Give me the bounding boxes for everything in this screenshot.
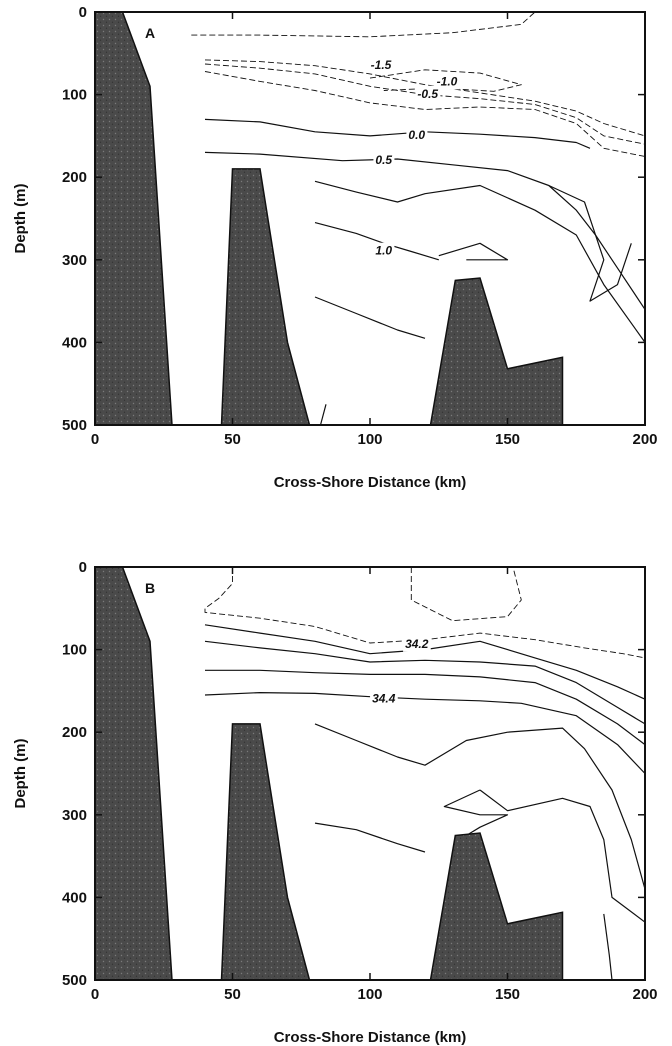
panel-label: A bbox=[145, 25, 155, 41]
contour-line bbox=[603, 913, 613, 981]
contour-line bbox=[410, 566, 522, 622]
y-tick-label: 400 bbox=[62, 334, 87, 351]
contour-label-background bbox=[434, 73, 460, 90]
contour-line bbox=[204, 63, 646, 145]
x-tick-label: 150 bbox=[495, 986, 520, 1003]
panel-label: B bbox=[145, 580, 155, 596]
contour-line bbox=[204, 71, 646, 157]
x-tick-label: 200 bbox=[632, 431, 657, 448]
contour-label-background bbox=[373, 151, 395, 168]
contour-line bbox=[204, 151, 646, 310]
contour-line bbox=[314, 180, 646, 343]
contour-line bbox=[191, 11, 536, 38]
contour-label: -0.5 bbox=[417, 87, 438, 101]
y-tick-label: 200 bbox=[62, 724, 87, 741]
x-tick-label: 200 bbox=[632, 986, 657, 1003]
x-tick-label: 0 bbox=[91, 986, 99, 1003]
chart-panel-a: -1.5 -1.0-0.5 0.0 0.5 1.0 0 50 100 150 200 0 100 200… bbox=[12, 4, 658, 491]
y-tick-label: 0 bbox=[79, 4, 87, 21]
y-tick-label: 100 bbox=[62, 642, 87, 659]
contour-label-background bbox=[406, 127, 428, 144]
contour-label-background bbox=[403, 635, 431, 652]
x-axis-label: Cross-Shore Distance (km) bbox=[274, 474, 467, 491]
x-tick-label: 0 bbox=[91, 431, 99, 448]
x-tick-label: 50 bbox=[224, 986, 241, 1003]
contour-label: -1.5 bbox=[371, 58, 392, 72]
bathymetry-ridge bbox=[94, 566, 173, 981]
x-axis-label: Cross-Shore Distance (km) bbox=[274, 1029, 467, 1046]
contour-line bbox=[204, 118, 591, 149]
contour-label: 34.4 bbox=[372, 691, 396, 705]
y-axis-label: Depth (m) bbox=[12, 184, 29, 254]
y-tick-label: 200 bbox=[62, 169, 87, 186]
contour-line bbox=[205, 669, 646, 746]
contour-label-background bbox=[370, 690, 398, 707]
contour-line bbox=[319, 404, 327, 426]
x-tick-label: 100 bbox=[357, 431, 382, 448]
contour-label: -1.0 bbox=[437, 74, 458, 88]
y-tick-label: 500 bbox=[62, 972, 87, 989]
y-tick-label: 0 bbox=[79, 559, 87, 576]
x-tick-label: 150 bbox=[495, 431, 520, 448]
contour-label-background bbox=[415, 85, 441, 102]
contour-line bbox=[548, 184, 632, 302]
contour-label: 0.5 bbox=[375, 153, 392, 167]
contour-line bbox=[204, 567, 646, 659]
contour-label: 34.2 bbox=[405, 637, 429, 651]
y-tick-label: 300 bbox=[62, 252, 87, 269]
bathymetry-ridge bbox=[220, 168, 311, 426]
y-tick-label: 500 bbox=[62, 417, 87, 434]
contour-line bbox=[314, 296, 426, 339]
contour-line bbox=[443, 789, 509, 837]
y-tick-label: 400 bbox=[62, 889, 87, 906]
y-tick-label: 100 bbox=[62, 87, 87, 104]
bathymetry-ridge bbox=[429, 832, 564, 981]
bathymetry-ridge bbox=[94, 11, 173, 426]
contour-line bbox=[314, 723, 646, 890]
y-axis-label: Depth (m) bbox=[12, 739, 29, 809]
contour-label-background bbox=[368, 56, 394, 73]
contour-line bbox=[314, 822, 426, 853]
contour-line bbox=[204, 640, 646, 725]
contour-line bbox=[479, 789, 646, 923]
contour-line bbox=[204, 624, 646, 700]
x-tick-label: 100 bbox=[357, 986, 382, 1003]
contour-label-background bbox=[373, 242, 395, 259]
contour-line bbox=[204, 59, 646, 137]
x-tick-label: 50 bbox=[224, 431, 241, 448]
bathymetry-ridge bbox=[220, 723, 311, 981]
contour-line bbox=[204, 692, 646, 774]
chart-panel-b: 34.2 34.4 0 50 100 150 200 0 100 200 300 400 500 Cros… bbox=[12, 559, 658, 1046]
contour-label: 0.0 bbox=[408, 128, 425, 142]
contour-line bbox=[438, 242, 509, 261]
bathymetry-ridge bbox=[429, 277, 564, 426]
contour-label: 1.0 bbox=[375, 244, 392, 258]
y-tick-label: 300 bbox=[62, 807, 87, 824]
